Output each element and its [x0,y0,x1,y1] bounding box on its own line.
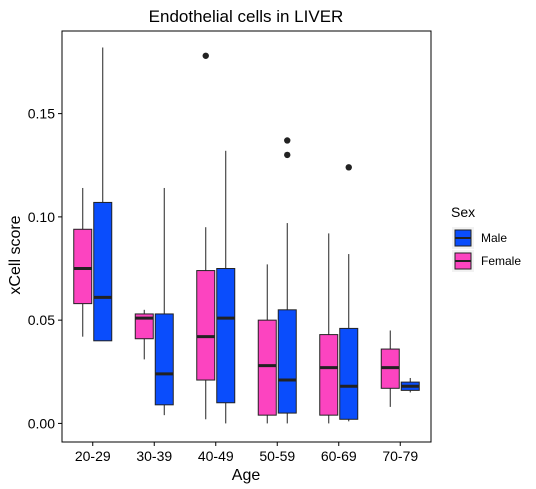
male-box-40-49 [216,150,236,424]
outlier-point [202,52,209,59]
male-box-50-59 [277,137,297,424]
x-tick-label: 70-79 [382,448,418,464]
box-iqr [93,201,113,342]
female-box-20-29 [73,187,93,337]
female-box-30-39 [134,309,154,360]
female-box-50-59 [257,264,277,424]
male-box-20-29 [93,47,113,342]
female-box-70-79 [380,330,400,407]
y-tick-label: 0.15 [28,106,55,122]
legend-label-female: Female [481,254,521,268]
box-iqr [216,268,236,404]
x-tick-label: 50-59 [259,448,295,464]
plot-panel [61,30,432,443]
y-axis-label: xCell score [7,215,24,294]
female-box-40-49 [196,52,216,420]
box-iqr [257,319,277,416]
male-box-30-39 [154,187,174,416]
box-iqr [134,313,154,340]
x-tick-label: 30-39 [136,448,172,464]
chart-title: Endothelial cells in LIVER [149,7,344,26]
outlier-point [345,164,352,171]
male-box-60-69 [339,164,359,422]
y-tick-label: 0.10 [28,209,55,225]
outlier-point [284,137,291,144]
y-tick-label: 0.00 [28,415,55,431]
legend-label-male: Male [481,231,507,245]
x-axis: 20-29 30-39 40-49 50-59 60-69 70-79 [75,442,418,464]
box-iqr [196,270,216,381]
box-iqr [277,309,297,414]
x-tick-label: 60-69 [321,448,357,464]
box-iqr [73,228,93,305]
box-iqr [339,327,359,420]
box-iqr [319,334,339,416]
x-axis-label: Age [232,467,261,484]
box-iqr [154,313,174,406]
legend-title: Sex [451,204,475,220]
x-tick-label: 20-29 [75,448,111,464]
female-box-60-69 [319,233,339,424]
outlier-point [284,151,291,159]
male-box-70-79 [400,377,420,393]
legend: Sex Male Female [451,204,521,272]
boxes-layer [73,47,420,424]
y-tick-label: 0.05 [28,312,55,328]
y-axis: 0.00 0.05 0.10 0.15 [28,106,62,431]
x-tick-label: 40-49 [198,448,234,464]
